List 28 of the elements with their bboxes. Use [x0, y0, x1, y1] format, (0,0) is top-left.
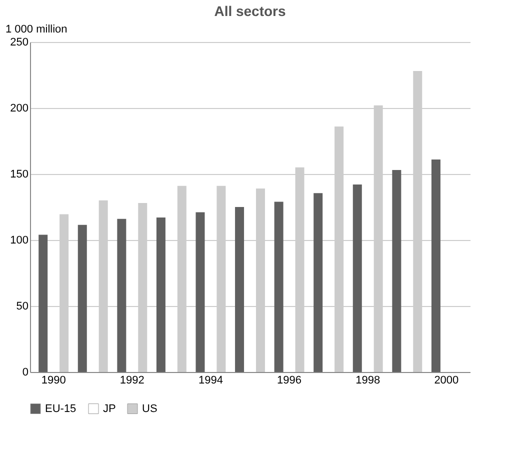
x-tick-label: 1998	[356, 374, 380, 386]
bar	[117, 218, 126, 372]
bar	[314, 193, 323, 372]
y-tick-label: 100	[10, 234, 28, 246]
legend-label: US	[142, 402, 158, 415]
bar	[431, 159, 440, 372]
x-tick-label: 1990	[41, 374, 66, 386]
legend-label: EU-15	[45, 402, 76, 415]
y-axis-title: 1 000 million	[6, 24, 68, 36]
bar	[392, 170, 402, 372]
bar	[38, 234, 48, 372]
legend-label: JP	[103, 402, 116, 415]
bar	[78, 224, 87, 372]
bar	[156, 218, 166, 372]
y-tick-label: 50	[16, 300, 28, 312]
x-tick-label: 1994	[198, 374, 223, 386]
x-tick-label: 2000	[434, 374, 459, 386]
chart-title: All sectors	[214, 3, 286, 19]
x-tick-label: 1996	[277, 374, 302, 386]
bar	[235, 207, 244, 372]
bar	[352, 184, 362, 372]
y-tick-label: 250	[10, 36, 28, 48]
y-tick-label: 150	[10, 168, 28, 180]
y-tick-label: 0	[22, 366, 28, 378]
bar	[274, 202, 284, 372]
bar	[196, 212, 205, 372]
y-tick-label: 200	[10, 102, 28, 114]
x-tick-label: 1992	[120, 374, 144, 386]
